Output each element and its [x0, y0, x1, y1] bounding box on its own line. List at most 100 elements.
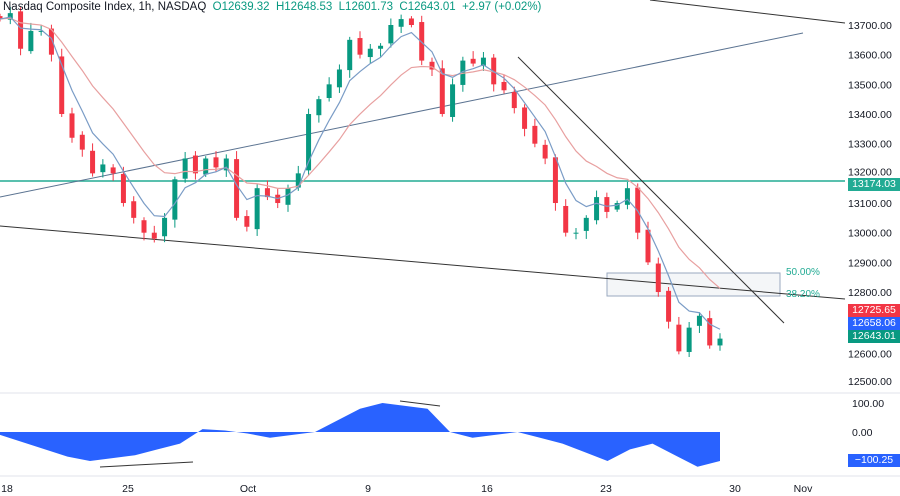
candle-body	[203, 158, 209, 175]
candle-body	[59, 56, 65, 115]
osc-y-tick-label: 0.00	[852, 427, 873, 439]
candle-body	[48, 28, 54, 55]
fib-38-label: 38.20%	[786, 289, 820, 300]
candle-body	[676, 324, 682, 352]
y-tick-label: 12900.00	[848, 257, 892, 269]
candle-body	[0, 16, 3, 20]
candle-body	[542, 144, 548, 159]
candle-body	[90, 150, 96, 174]
oscillator-area	[0, 403, 720, 467]
candle-body	[285, 188, 291, 205]
candle-body	[388, 25, 394, 44]
candle-body	[717, 338, 723, 346]
candle-body	[378, 45, 384, 49]
change-value: +2.97 (+0.02%)	[462, 1, 542, 13]
open-value: O12639.32	[212, 1, 270, 13]
candle-body	[532, 125, 538, 144]
lower-channel-line	[0, 225, 846, 300]
osc-y-tick-label: 100.00	[852, 398, 884, 410]
candle-body	[28, 30, 34, 52]
candle-body	[38, 30, 44, 32]
candle-body	[110, 167, 116, 174]
y-tick-label: 13100.00	[848, 198, 892, 210]
candle-body	[614, 203, 620, 210]
candle-body	[583, 217, 589, 231]
y-tick-label: 12600.00	[848, 348, 892, 360]
candle-body	[645, 229, 651, 263]
candle-body	[192, 155, 198, 174]
candle-body	[563, 205, 569, 233]
candle-body	[131, 201, 137, 218]
candle-body	[604, 197, 610, 212]
x-tick-label: 16	[481, 483, 493, 495]
close-value: C12643.01	[399, 1, 456, 13]
x-tick-label: Nov	[794, 483, 813, 495]
candle-body	[357, 38, 363, 55]
red-price-tag: 12725.65	[848, 304, 900, 317]
level-price-tag: 13174.03	[848, 178, 900, 191]
candle-body	[244, 216, 250, 227]
candle-body	[696, 315, 702, 326]
candle-body	[182, 158, 188, 179]
fib-retracement-box	[606, 272, 781, 297]
y-tick-label: 12500.00	[848, 376, 892, 388]
candle-body	[367, 48, 373, 58]
candle-body	[552, 157, 558, 204]
chart-header: Nasdaq Composite Index, 1h, NASDAQ O1263…	[3, 1, 541, 13]
candle-body	[707, 318, 713, 346]
candle-body	[234, 159, 240, 218]
candle-body	[295, 173, 301, 188]
candle-body	[316, 99, 322, 116]
candle-body	[439, 68, 445, 115]
candle-body	[336, 69, 342, 88]
upper-channel-line	[649, 0, 846, 24]
candle-body	[172, 179, 178, 220]
candle-body	[398, 19, 404, 27]
candle-body	[151, 232, 157, 239]
ascending-trendline	[0, 32, 804, 198]
candle-body	[511, 92, 517, 109]
candle-body	[213, 157, 219, 168]
slow-moving-average	[0, 17, 721, 289]
y-tick-label: 13200.00	[848, 166, 892, 178]
x-tick-label: Oct	[240, 483, 256, 495]
candle-body	[347, 39, 353, 71]
candle-body	[429, 61, 435, 70]
y-tick-label: 13500.00	[848, 79, 892, 91]
candle-body	[120, 173, 126, 204]
candle-body	[522, 107, 528, 129]
candle-body	[223, 158, 229, 171]
x-tick-label: 23	[600, 483, 612, 495]
y-tick-label: 13000.00	[848, 228, 892, 240]
symbol-title: Nasdaq Composite Index, 1h, NASDAQ	[3, 1, 207, 13]
candle-body	[408, 18, 414, 25]
y-tick-label: 13600.00	[848, 50, 892, 62]
candle-body	[326, 84, 332, 98]
candle-body	[419, 22, 425, 61]
descending-trendline	[517, 56, 785, 324]
candle-body	[264, 188, 270, 198]
x-tick-label: 9	[365, 483, 371, 495]
oscillator-value-tag: −100.25	[848, 454, 900, 467]
x-tick-label: 25	[122, 483, 134, 495]
y-tick-label: 13400.00	[848, 109, 892, 121]
candle-body	[18, 11, 24, 49]
candle-body	[666, 290, 672, 322]
candle-body	[655, 263, 661, 293]
x-tick-label: 18	[1, 483, 13, 495]
candle-body	[100, 164, 106, 173]
y-tick-label: 13700.00	[848, 20, 892, 32]
candle-body	[69, 113, 75, 138]
y-tick-label: 13300.00	[848, 139, 892, 151]
low-value: L12601.73	[338, 1, 394, 13]
candle-body	[624, 188, 630, 205]
candle-body	[141, 220, 147, 233]
candle-body	[306, 114, 312, 171]
x-tick-label: 30	[729, 483, 741, 495]
candle-body	[594, 197, 600, 221]
candle-body	[686, 327, 692, 352]
candle-body	[573, 232, 579, 234]
candle-body	[501, 81, 507, 91]
candle-body	[79, 134, 85, 150]
